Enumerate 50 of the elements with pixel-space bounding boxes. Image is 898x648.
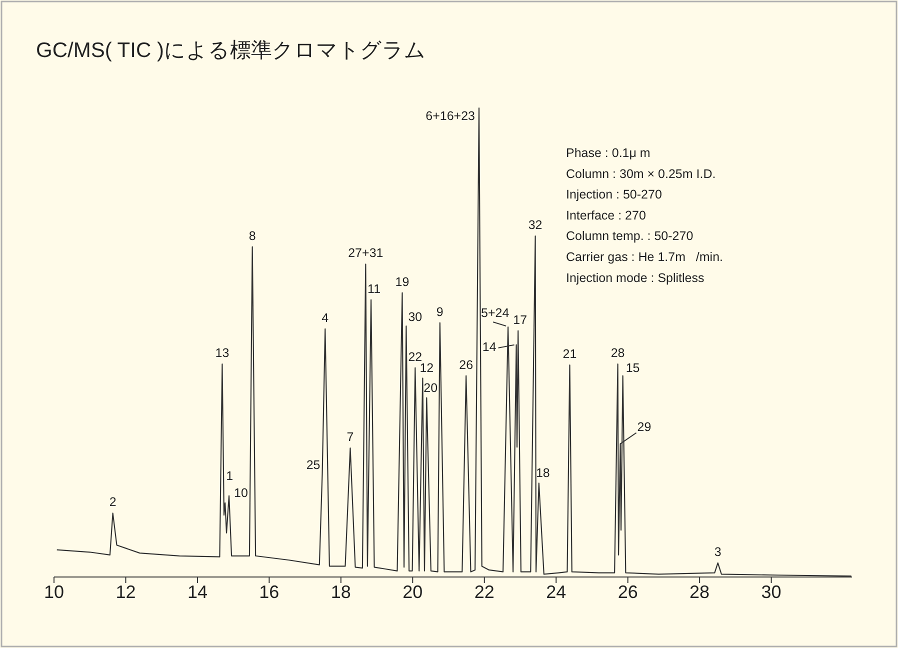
annotation: 29 [620, 420, 652, 444]
annotation: 5+24 [481, 306, 510, 327]
annotation: 30 [408, 310, 422, 324]
annotation: 15 [626, 360, 640, 375]
x-tick-label: 24 [546, 582, 566, 602]
annotation: 27+31 [348, 246, 384, 260]
annotation: Phase : 0.1μ m [566, 146, 650, 160]
annotation: 2 [109, 495, 116, 510]
annotation: 13 [215, 346, 230, 360]
x-tick-label: 28 [690, 582, 710, 602]
annotation: 1 [226, 468, 234, 483]
annotation: Column temp. : 50-270 [566, 229, 694, 244]
annotation: 21 [562, 347, 577, 361]
annotation: 5+24 [481, 306, 510, 320]
x-tick-label: 30 [761, 582, 782, 602]
annotation: 22 [408, 350, 422, 364]
x-tick-label: 22 [474, 582, 494, 602]
annotation: 6+16+23 [426, 109, 475, 123]
annotation: 18 [536, 466, 550, 480]
annotation: 14 [482, 340, 496, 354]
annotation: 3 [714, 544, 722, 559]
annotation: 7 [346, 430, 354, 444]
annotation: 26 [459, 358, 474, 372]
annotation: 11 [368, 282, 381, 296]
x-tick-label: 10 [44, 582, 64, 602]
annotation: 17 [513, 312, 528, 327]
annotation: Injection mode : Splitless [566, 270, 704, 285]
x-tick-label: 26 [618, 582, 638, 602]
x-tick-label: 18 [330, 582, 351, 602]
x-tick-label: 14 [187, 582, 208, 602]
annotation: 20 [424, 380, 438, 395]
title: GC/MS( TIC )による標準クロマトグラム [36, 39, 426, 62]
annotation: 8 [248, 228, 256, 243]
annotation: 29 [637, 420, 652, 434]
annotation: 4 [322, 310, 329, 325]
annotation: Interface : 270 [566, 208, 646, 222]
annotation: 14 [482, 340, 515, 354]
annotation: 9 [436, 304, 444, 319]
annotation: Carrier gas : He 1.7m /min. [566, 250, 723, 264]
annotation: 10 [234, 486, 248, 500]
annotation: 19 [395, 274, 410, 289]
annotation: 25 [306, 458, 320, 472]
annotation: Column : 30m × 0.25m I.D. [566, 166, 716, 181]
x-tick-label: 16 [259, 582, 280, 602]
x-tick-label: 20 [402, 582, 423, 602]
annotation: 28 [610, 346, 625, 360]
annotation: Injection : 50-270 [566, 188, 662, 202]
x-tick-label: 12 [116, 582, 136, 602]
annotation: 32 [528, 218, 542, 232]
annotation: 12 [420, 361, 434, 376]
